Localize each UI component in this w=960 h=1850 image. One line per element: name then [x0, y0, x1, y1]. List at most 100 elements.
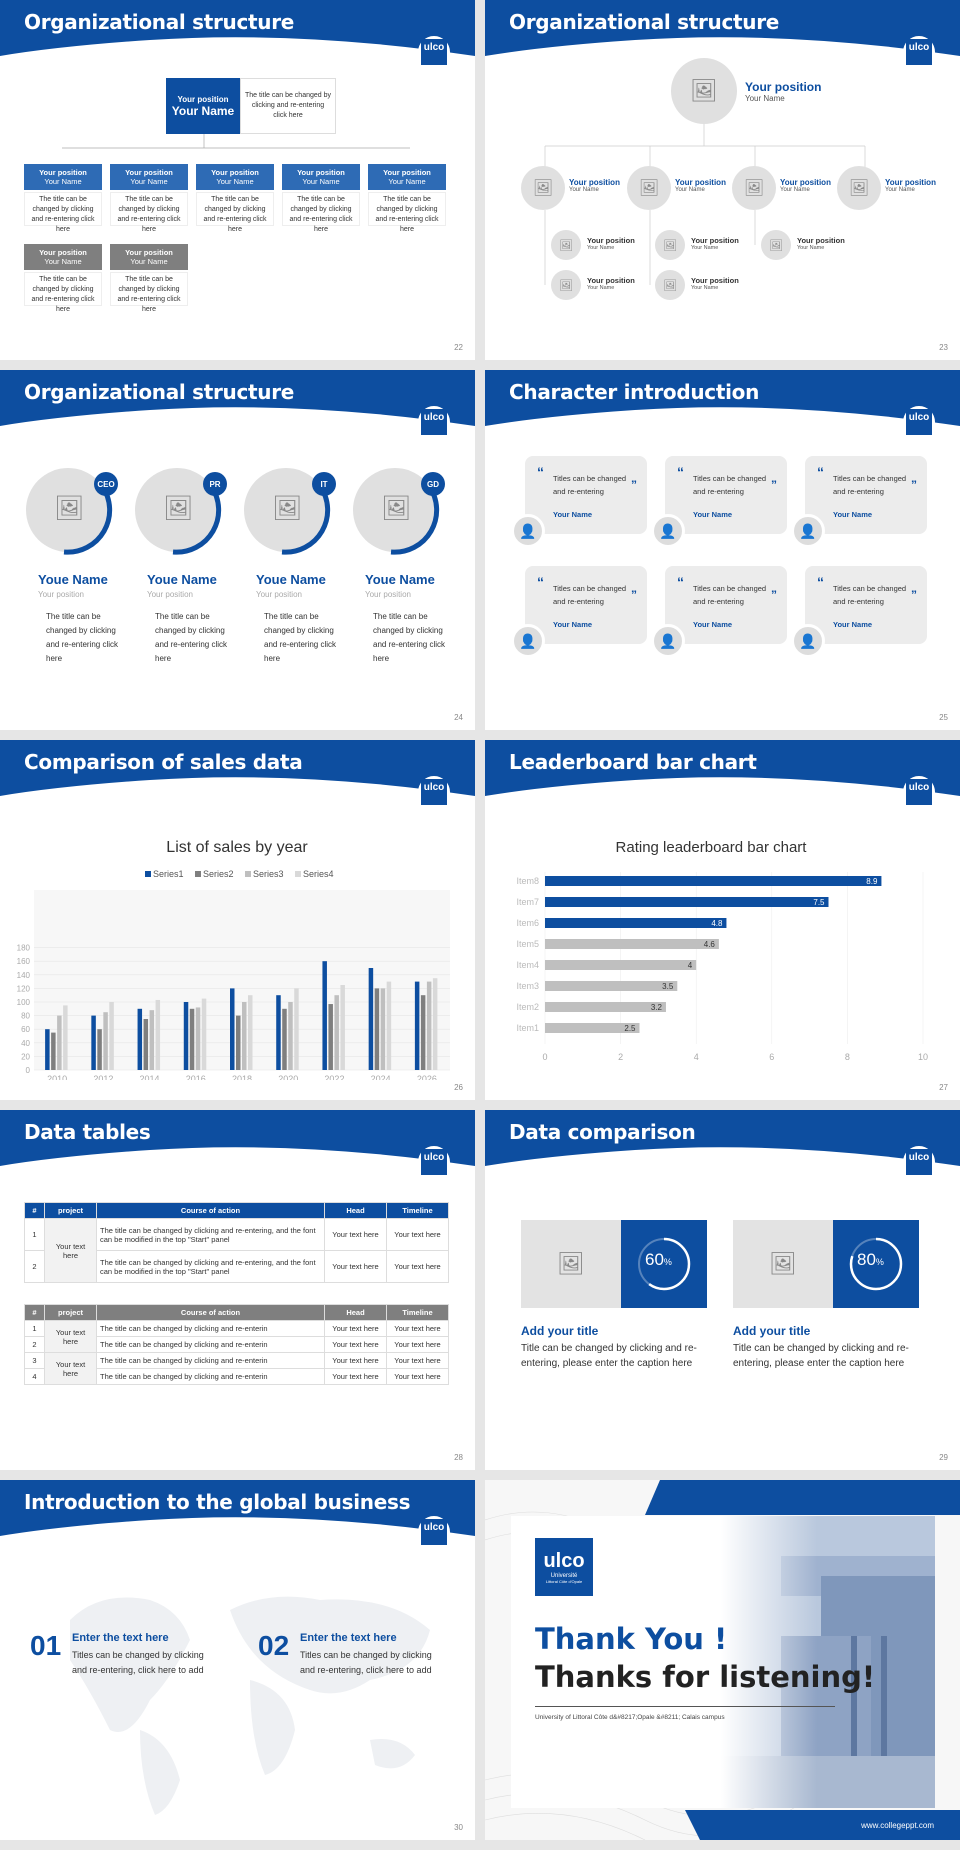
- top-desc: The title can be changed by clicking and…: [240, 78, 336, 134]
- person-icon: 👤: [519, 632, 537, 649]
- bar: [201, 998, 207, 1070]
- slide-title: Character introduction: [509, 380, 760, 404]
- bar: [288, 1002, 293, 1070]
- image-icon: 🖼: [163, 495, 194, 522]
- bar: [236, 1015, 241, 1070]
- ulco-logo: ulco: [903, 1146, 935, 1178]
- blue-corners: [645, 1480, 960, 1840]
- person-name: Your Name: [693, 510, 733, 519]
- chart-title: Rating leaderboard bar chart: [616, 839, 808, 856]
- avatar: 👤: [511, 624, 545, 658]
- person-photo: 🖼: [521, 166, 565, 210]
- person-name: Your Name: [833, 510, 873, 519]
- slide-title: Leaderboard bar chart: [509, 750, 757, 774]
- org-position-box-gray: Your position Your Name: [24, 244, 102, 270]
- slide-title: Comparison of sales data: [24, 750, 303, 774]
- page-number: 22: [454, 343, 463, 352]
- item-desc: Titles can be changed by clicking and re…: [72, 1650, 204, 1675]
- image-placeholder: 🖼: [521, 1220, 621, 1308]
- bar: [426, 981, 432, 1070]
- image-icon: 🖼: [848, 180, 870, 197]
- image-icon: 🖼: [272, 495, 303, 522]
- person-desc: The title can be changed by clicking and…: [46, 612, 119, 663]
- org-desc: The title can be changed by clicking and…: [110, 272, 188, 313]
- quote-card: “ Titles can be changed and re-entering ” Y…: [665, 456, 787, 534]
- person-desc: The title can be changed by clicking and…: [264, 612, 337, 663]
- campus-caption: University of Littoral Côte d&#8217;Opal…: [535, 1714, 725, 1721]
- org-desc: The title can be changed by clicking and…: [282, 192, 360, 233]
- x-tick-label: 0: [542, 1052, 547, 1062]
- bar: [103, 1012, 108, 1070]
- data-label: 2.5: [624, 1024, 636, 1033]
- slide-22[interactable]: Organizational structure ulco Your posit…: [0, 0, 475, 360]
- content-card: ulco Université Littoral Côte d'Opale Th…: [511, 1516, 935, 1808]
- bar: [294, 988, 299, 1070]
- bar: [328, 1004, 333, 1070]
- quote-card: “ Titles can be changed and re-entering ” Y…: [805, 456, 927, 534]
- quote-text: Titles can be changed and re-entering: [693, 584, 767, 606]
- table-1: # project Course of action Head Timeline…: [24, 1202, 449, 1283]
- quote-text: Titles can be changed and re-entering: [833, 474, 907, 496]
- slide-30[interactable]: Introduction to the global business ulco…: [0, 1480, 475, 1840]
- y-tick-label: Item1: [516, 1023, 539, 1033]
- thank-you-heading: Thank You !: [535, 1622, 728, 1656]
- slide-header: Comparison of sales data ulco: [0, 740, 475, 810]
- ulco-logo: ulco: [903, 776, 935, 808]
- y-tick-label: 80: [21, 1012, 30, 1021]
- slide-title: Introduction to the global business: [24, 1490, 411, 1514]
- bar: [322, 961, 327, 1070]
- website-url[interactable]: www.collegeppt.com: [861, 1821, 934, 1830]
- person-label: Your position Your Name: [691, 236, 739, 251]
- top-position-box: Your position Your Name: [166, 78, 240, 134]
- org-desc: The title can be changed by clicking and…: [24, 272, 102, 313]
- ulco-logo: ulco: [418, 36, 450, 68]
- quote-close-icon: ”: [911, 588, 917, 602]
- bar: [155, 999, 161, 1070]
- quote-close-icon: ”: [911, 478, 917, 492]
- image-icon: 🖼: [690, 78, 718, 103]
- ulco-logo: ulco: [903, 36, 935, 68]
- y-tick-label: 140: [17, 971, 31, 980]
- slide-25[interactable]: Character introduction ulco “ Titles can …: [485, 370, 960, 730]
- org-position-box: Your position Your Name: [24, 164, 102, 190]
- item-title: Add your title: [521, 1324, 599, 1338]
- slide-thank-you[interactable]: ulco Université Littoral Côte d'Opale Th…: [485, 1480, 960, 1840]
- person-name: Your Name: [833, 620, 873, 629]
- ulco-logo: ulco: [418, 406, 450, 438]
- ulco-logo: ulco: [903, 406, 935, 438]
- org-position-box-gray: Your position Your Name: [110, 244, 188, 270]
- page-number: 29: [939, 1453, 948, 1462]
- table-2: # project Course of action Head Timeline…: [24, 1304, 449, 1385]
- slide-24[interactable]: Organizational structure ulco 🖼 CEO Youe N…: [0, 370, 475, 730]
- y-tick-label: 180: [17, 944, 31, 953]
- slide-23[interactable]: Organizational structure ulco 🖼 Your pos…: [485, 0, 960, 360]
- slide-28[interactable]: Data tables ulco # project Course of act…: [0, 1110, 475, 1470]
- slide-26[interactable]: Comparison of sales data ulco List of sa…: [0, 740, 475, 1100]
- avatar: 👤: [651, 624, 685, 658]
- avatar: 👤: [791, 624, 825, 658]
- person-icon: 👤: [519, 522, 537, 539]
- bar: [420, 995, 426, 1070]
- image-icon: 🖼: [532, 180, 554, 197]
- progress-ring: [849, 1237, 903, 1291]
- photo-ring: [244, 468, 331, 555]
- bar: [545, 960, 697, 970]
- page-number: 24: [454, 713, 463, 722]
- image-icon: 🖼: [663, 279, 677, 292]
- slide-29[interactable]: Data comparison ulco 🖼 60% Add your title T…: [485, 1110, 960, 1470]
- bar: [545, 876, 882, 886]
- quote-text: Titles can be changed and re-entering: [553, 584, 627, 606]
- item-desc: Titles can be changed by clicking and re…: [300, 1650, 432, 1675]
- x-tick-label: 2024: [371, 1074, 391, 1080]
- progress-ring: [637, 1237, 691, 1291]
- data-label: 3.2: [651, 1003, 663, 1012]
- y-tick-label: 60: [21, 1025, 30, 1034]
- y-tick-label: Item4: [516, 960, 539, 970]
- y-tick-label: 160: [17, 957, 31, 966]
- slide-27[interactable]: Leaderboard bar chart ulco Rating leader…: [485, 740, 960, 1100]
- photo-ring: [26, 468, 113, 555]
- legend-swatch: [295, 871, 301, 877]
- slide-header: Leaderboard bar chart ulco: [485, 740, 960, 810]
- ulco-logo: ulco: [418, 1516, 450, 1548]
- chart-title: List of sales by year: [166, 839, 308, 856]
